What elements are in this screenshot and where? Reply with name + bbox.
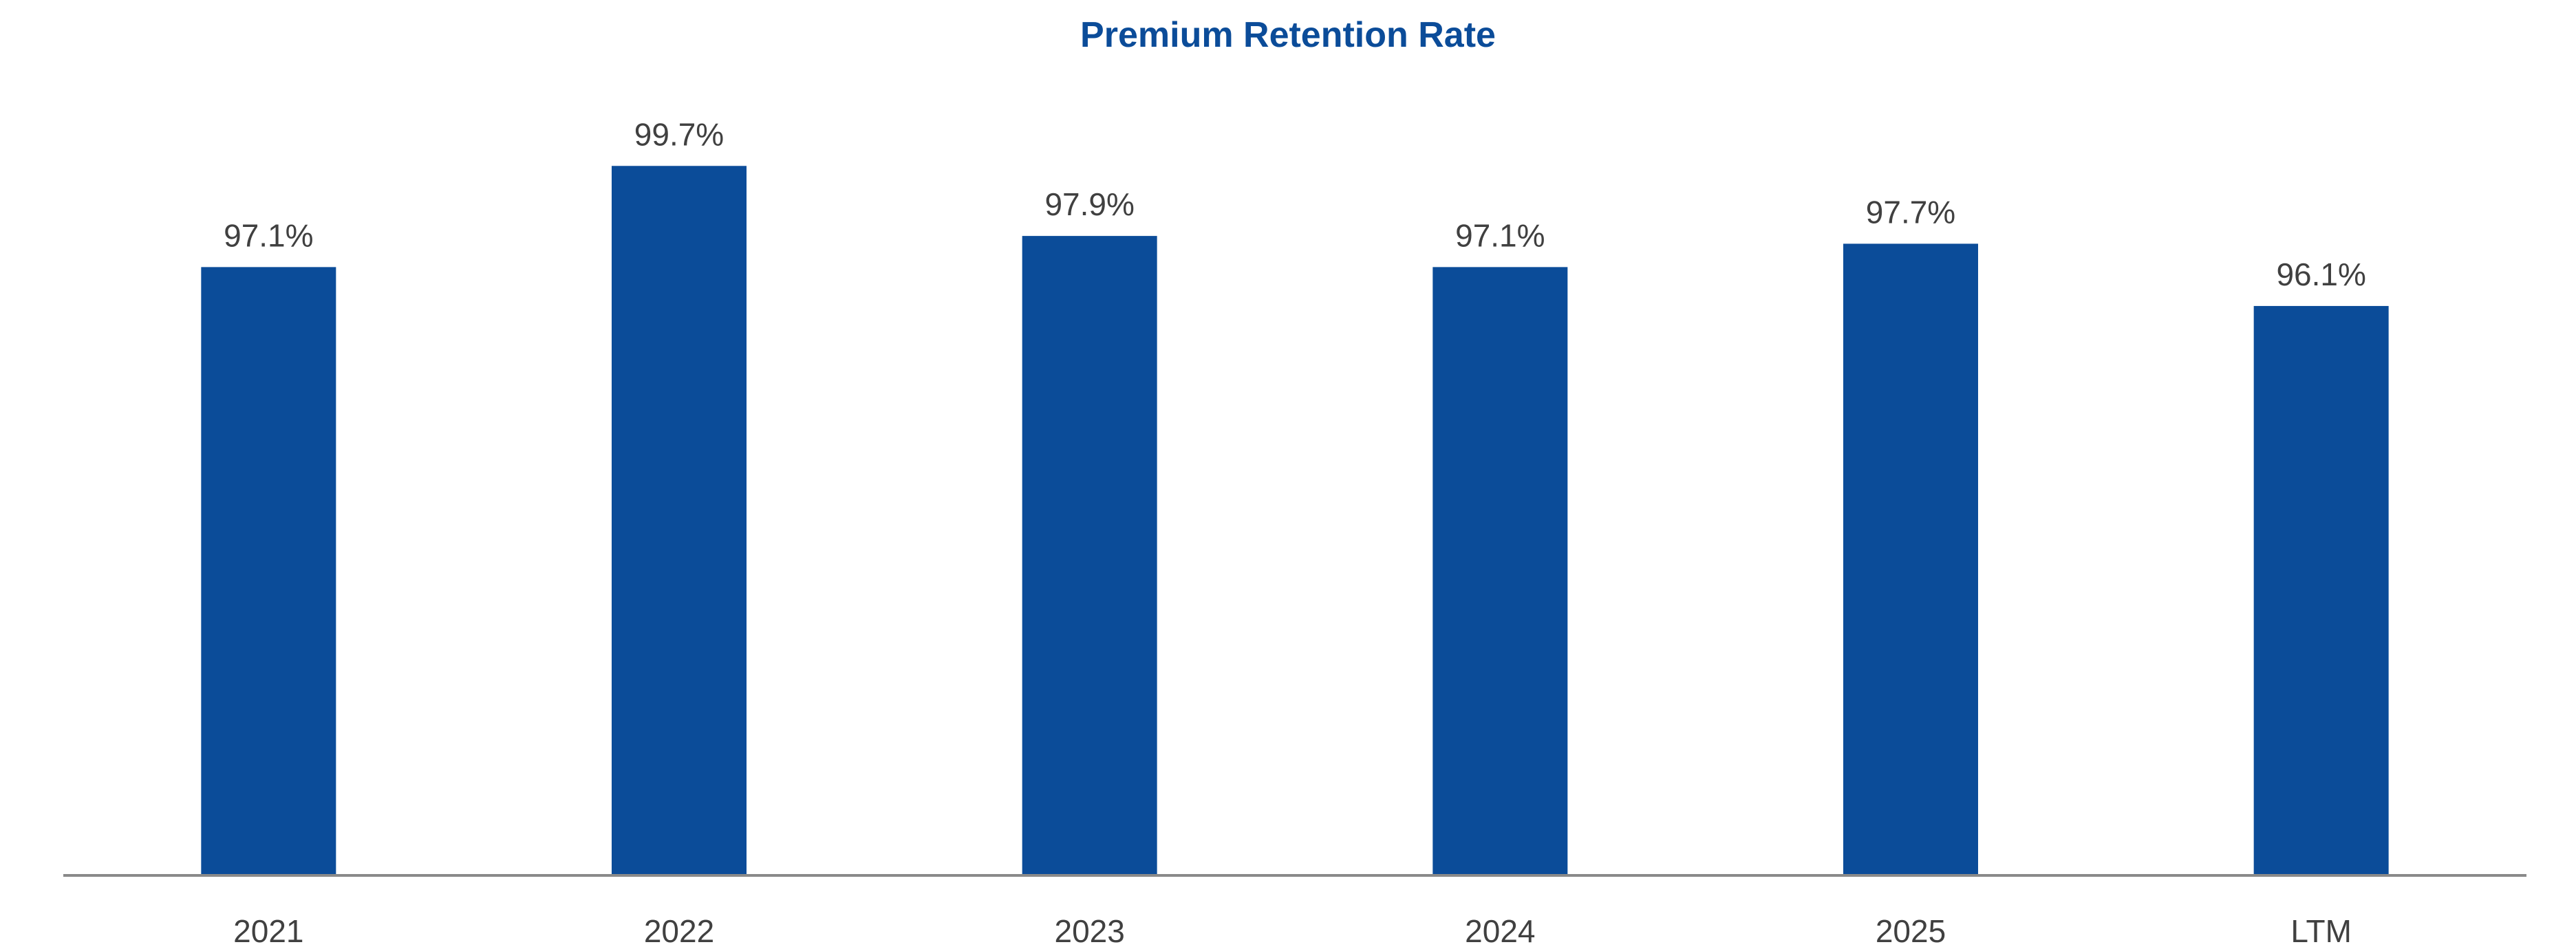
x-tick-labels-group: 2021 2022 2023 2024 2025 LTM xyxy=(233,913,2352,949)
data-labels-group: 97.1% 99.7% 97.9% 97.1% 97.7% 96.1% xyxy=(224,116,2366,292)
bar-2023 xyxy=(1022,236,1157,875)
bar-2025 xyxy=(1843,243,1978,875)
data-label-2022: 99.7% xyxy=(634,116,724,152)
data-label-2023: 97.9% xyxy=(1044,186,1134,222)
x-tick-label-2025: 2025 xyxy=(1876,913,1946,949)
bar-ltm xyxy=(2253,305,2389,874)
bar-2021 xyxy=(201,267,336,874)
x-tick-label-2021: 2021 xyxy=(233,913,303,949)
x-tick-label-ltm: LTM xyxy=(2290,913,2352,949)
data-label-2025: 97.7% xyxy=(1866,194,1955,230)
bars-group xyxy=(201,166,2389,875)
x-tick-label-2024: 2024 xyxy=(1465,913,1535,949)
x-tick-label-2022: 2022 xyxy=(644,913,714,949)
data-label-ltm: 96.1% xyxy=(2276,257,2365,292)
data-label-2021: 97.1% xyxy=(224,217,313,253)
chart-title: Premium Retention Rate xyxy=(1080,15,1496,55)
bar-2022 xyxy=(612,166,747,874)
data-label-2024: 97.1% xyxy=(1455,217,1545,253)
bar-2024 xyxy=(1432,267,1568,874)
x-tick-label-2023: 2023 xyxy=(1054,913,1124,949)
